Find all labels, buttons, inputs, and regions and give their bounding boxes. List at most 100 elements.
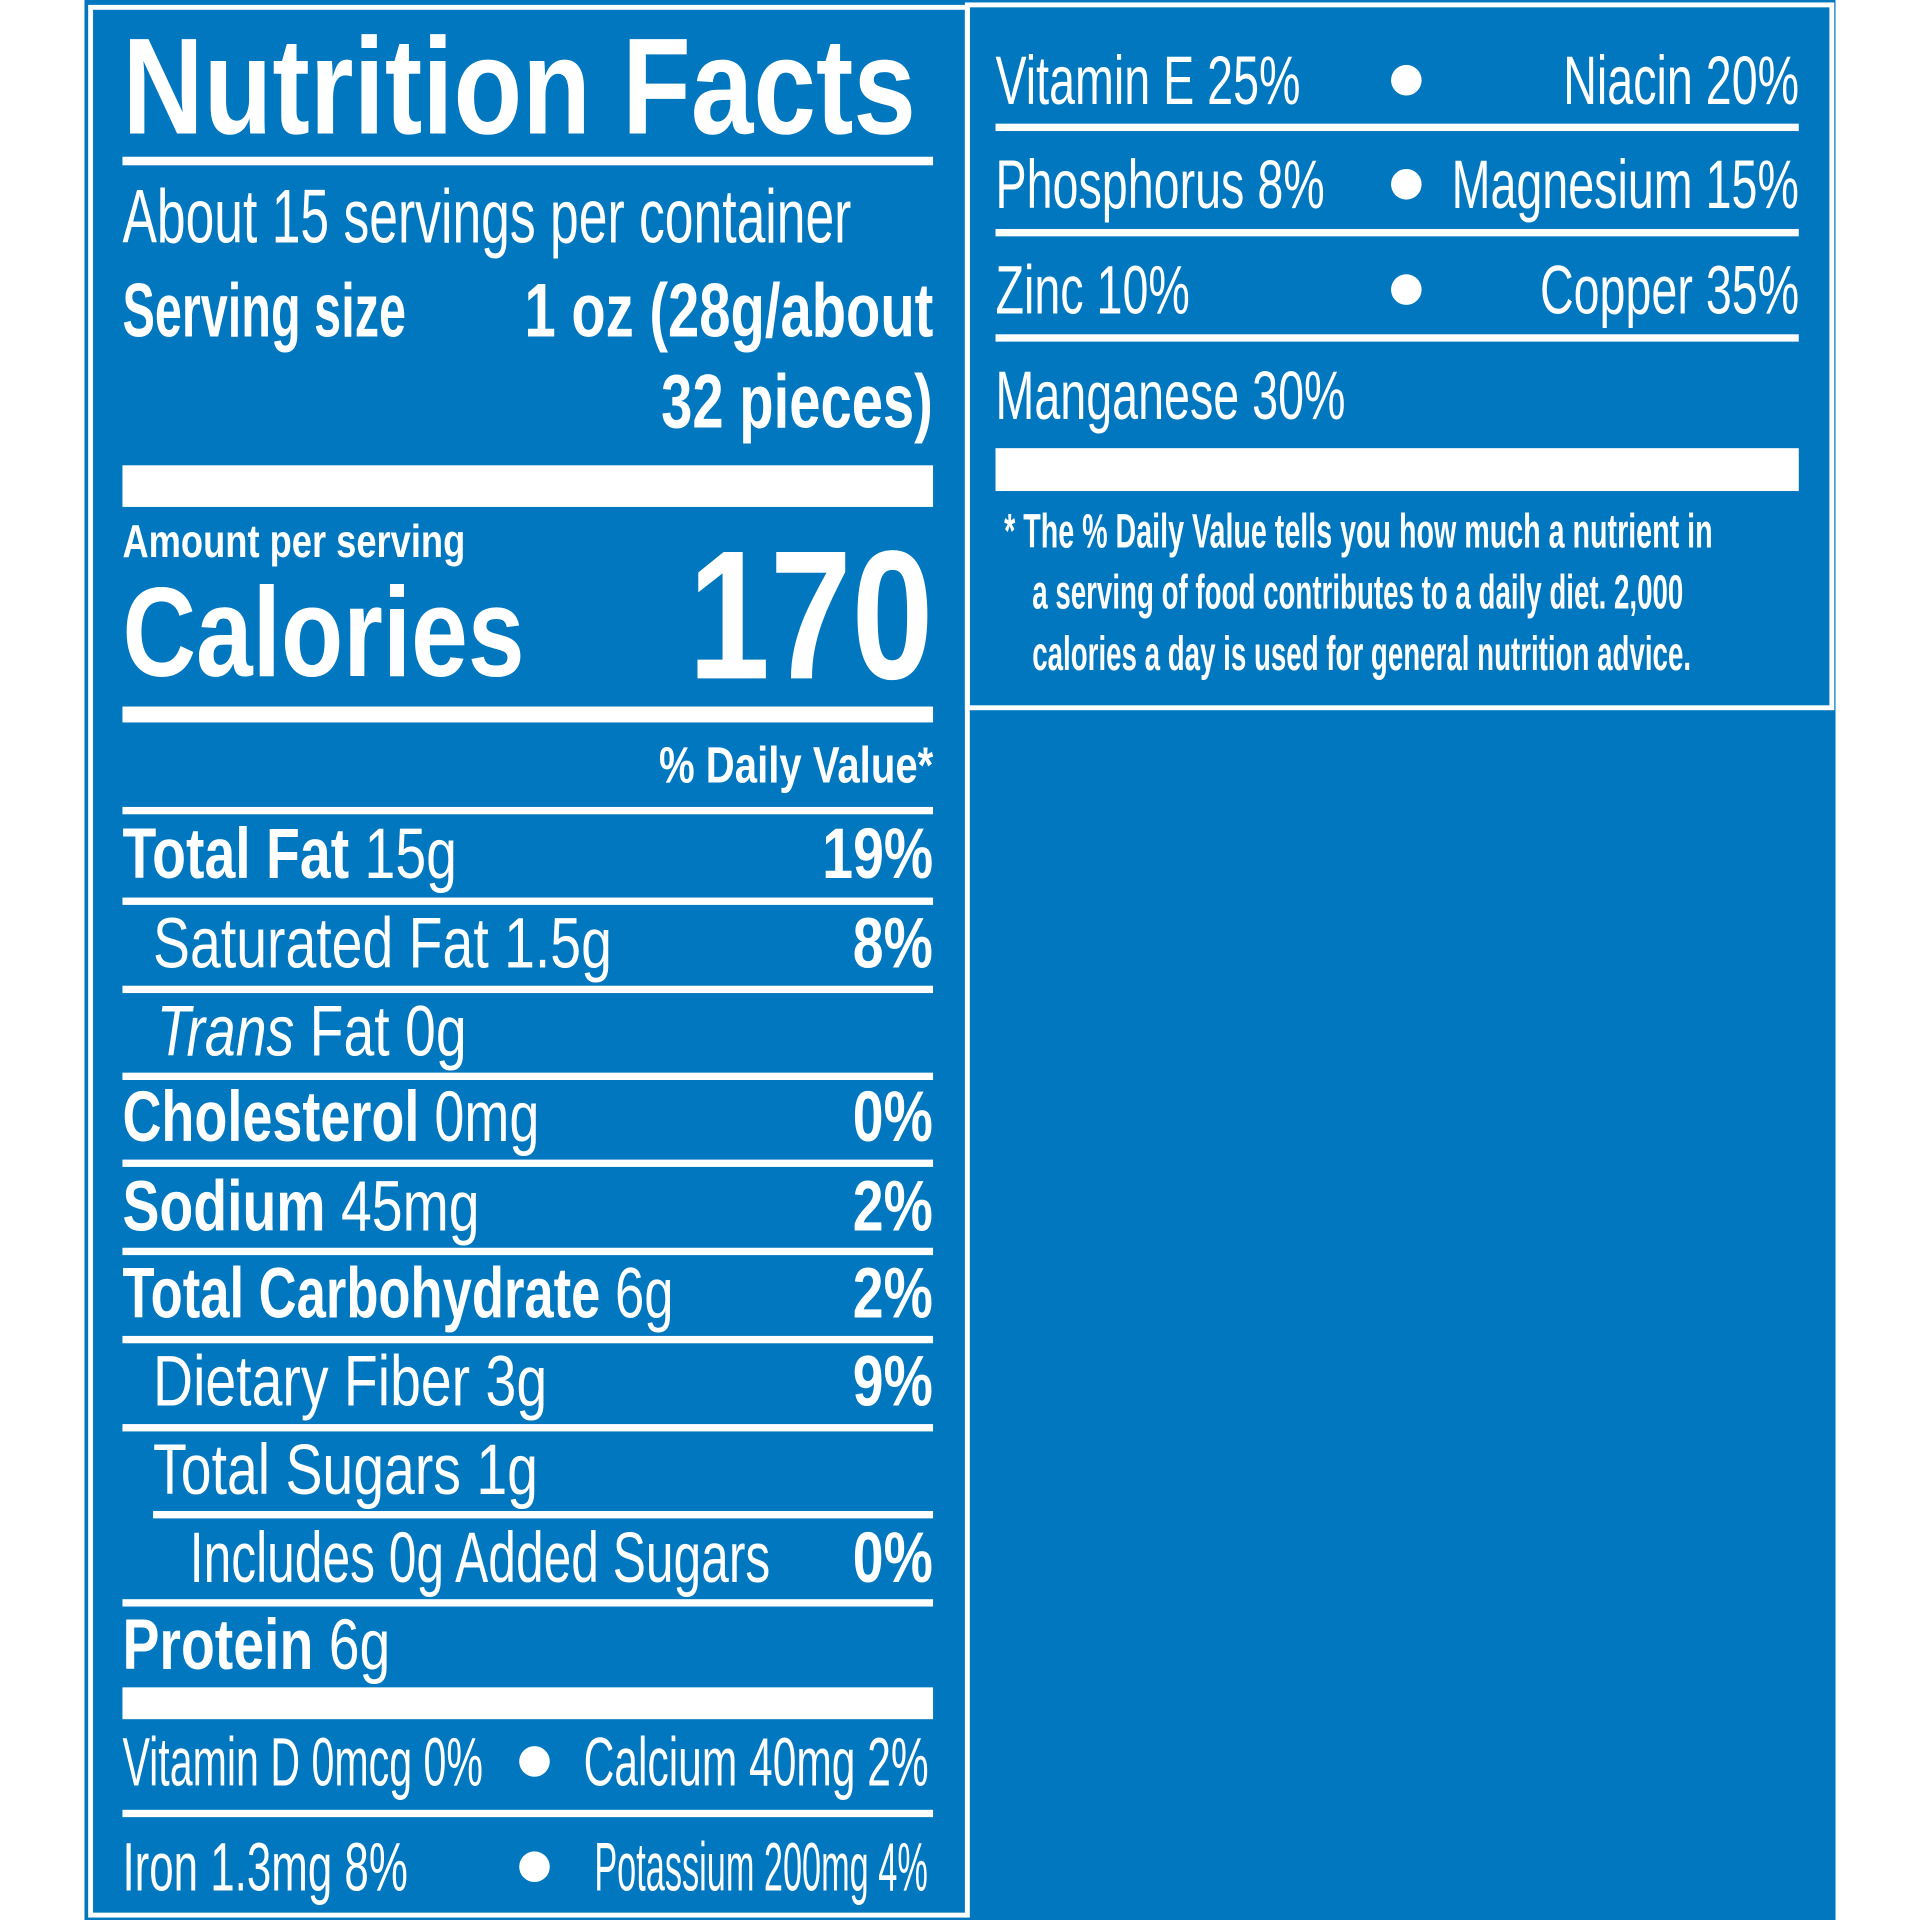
serving-size-value: 1 oz (28g/about [524, 268, 934, 354]
thick-divider [122, 465, 934, 507]
nutrient-daily-value: 9% [852, 1341, 934, 1422]
divider [122, 1809, 934, 1818]
divider [153, 1511, 934, 1519]
footnote-line: * The % Daily Value tells you how much a… [1004, 505, 1713, 559]
nutrient-row: Total Fat 15g 19% [122, 812, 934, 894]
divider [122, 156, 934, 166]
nutrient-row: Total Carbohydrate 6g 2% [122, 1252, 933, 1334]
nutrient-label: Dietary Fiber 3g [153, 1340, 547, 1422]
vitamin-row: Zinc 10% [996, 250, 1376, 328]
serving-size: Serving size 1 oz (28g/about [122, 268, 934, 354]
serving-size-value-2: 32 pieces) [661, 359, 934, 444]
vitamin-row: Potassium 200mg 4% [557, 1827, 929, 1905]
divider [122, 1247, 934, 1256]
divider [995, 123, 1799, 132]
bullet-icon [519, 1851, 550, 1883]
bullet-icon [519, 1746, 550, 1777]
vitamin-right-value: Niacin 20% [1562, 41, 1799, 119]
vitamin-left-value: Phosphorus 8% [995, 145, 1325, 223]
thick-divider [122, 1687, 934, 1720]
nutrient-amount: 6g [328, 1604, 391, 1685]
calories-value-text: 170 [687, 511, 934, 717]
vitamin-left-value: Zinc 10% [995, 250, 1190, 328]
vitamin-d: Vitamin D 0mcg 0% [122, 1722, 483, 1800]
vitamin-row: Iron 1.3mg 8% [122, 1828, 489, 1905]
calories-label: Calories [122, 561, 612, 703]
nutrient-name: Total Fat [122, 813, 350, 894]
divider [122, 1424, 934, 1432]
calories-value: 170 [612, 511, 934, 717]
calories-label-text: Calories [122, 561, 525, 704]
bullet-icon [1391, 168, 1422, 200]
nutrient-name: Protein [122, 1604, 314, 1685]
main-panel-border [88, 4, 970, 1918]
nutrient-daily-value: 8% [852, 903, 934, 983]
divider [122, 806, 934, 815]
vitamin-row: Niacin 20% [1439, 40, 1799, 118]
divider [995, 334, 1799, 342]
nutrient-row: Cholesterol 0mg 0% [122, 1076, 934, 1158]
divider [122, 1335, 934, 1344]
amount-per-serving-text: Amount per serving [122, 516, 466, 568]
nutrient-label: Saturated Fat 1.5g [153, 902, 612, 984]
daily-value-text: % Daily Value* [658, 735, 934, 794]
nutrient-amount: Fat 0g [309, 991, 467, 1071]
vitamin-right-value: Copper 35% [1539, 250, 1799, 328]
vitamin-left-value: Manganese 30% [995, 355, 1346, 433]
nutrient-label: Protein 6g [122, 1603, 390, 1685]
nutrient-row: Saturated Fat 1.5g 8% [153, 902, 934, 984]
nutrient-row: Dietary Fiber 3g 9% [153, 1340, 934, 1422]
vitamin-row: Phosphorus 8% [996, 144, 1376, 222]
nutrient-name: Total Sugars 1g [153, 1429, 538, 1510]
daily-value-header: % Daily Value* [122, 735, 934, 794]
nutrient-label: Total Fat 15g [122, 812, 457, 894]
nutrient-row: Total Sugars 1g [153, 1428, 933, 1510]
divider [122, 1159, 934, 1167]
nutrient-name: Total Carbohydrate [122, 1253, 601, 1333]
vitamin-left-value: Vitamin E 25% [995, 41, 1301, 119]
servings-per-container: About 15 servings per container [122, 174, 933, 258]
divider [122, 706, 934, 723]
iron: Iron 1.3mg 8% [122, 1827, 408, 1905]
nutrient-daily-value: 0% [852, 1517, 934, 1598]
nutrient-row: Trans Fat 0g [156, 991, 933, 1071]
vitamin-row: Vitamin D 0mcg 0% [122, 1722, 508, 1799]
potassium: Potassium 200mg 4% [594, 1827, 929, 1905]
nutrient-amount: 15g [364, 813, 457, 894]
nutrient-name: Includes 0g Added Sugars [189, 1517, 771, 1598]
divider [122, 985, 934, 994]
amount-per-serving: Amount per serving [122, 516, 612, 568]
footnote-line: a serving of food contributes to a daily… [1032, 566, 1684, 620]
nutrient-name: Sodium [122, 1166, 326, 1246]
nutrient-daily-value: 2% [852, 1166, 934, 1246]
serving-size-cont: 32 pieces) [122, 359, 934, 444]
nutrient-label: Total Sugars 1g [153, 1428, 538, 1510]
vitamin-right-value: Magnesium 15% [1451, 145, 1799, 223]
thick-divider [995, 448, 1799, 492]
divider [122, 897, 934, 905]
nutrient-label: Total Carbohydrate 6g [122, 1252, 673, 1334]
nutrient-name: Trans [156, 991, 295, 1071]
calcium: Calcium 40mg 2% [583, 1722, 929, 1800]
nutrient-daily-value: 0% [852, 1076, 934, 1157]
servings-text: About 15 servings per container [122, 174, 852, 259]
nutrient-name: Cholesterol [122, 1076, 420, 1157]
vitamin-row: Magnesium 15% [1439, 144, 1799, 223]
footnote-line: calories a day is used for general nutri… [1032, 628, 1692, 681]
nutrient-row: Sodium 45mg 2% [122, 1165, 934, 1247]
nutrient-label: Sodium 45mg [122, 1165, 479, 1247]
vitamin-row: Calcium 40mg 2% [576, 1722, 929, 1800]
nutrient-daily-value: 19% [822, 813, 934, 894]
supplement-panel-border [964, 2, 1835, 711]
title: Nutrition Facts [122, 9, 933, 162]
nutrient-amount: 45mg [340, 1166, 480, 1246]
divider [122, 1072, 934, 1081]
nutrient-label: Includes 0g Added Sugars [190, 1517, 770, 1599]
serving-size-label: Serving size [122, 268, 407, 354]
nutrient-amount: 6g [614, 1253, 674, 1333]
nutrient-label: Cholesterol 0mg [122, 1076, 539, 1158]
title-text: Nutrition Facts [122, 9, 916, 163]
bullet-icon [1391, 274, 1422, 305]
divider [122, 1599, 934, 1607]
